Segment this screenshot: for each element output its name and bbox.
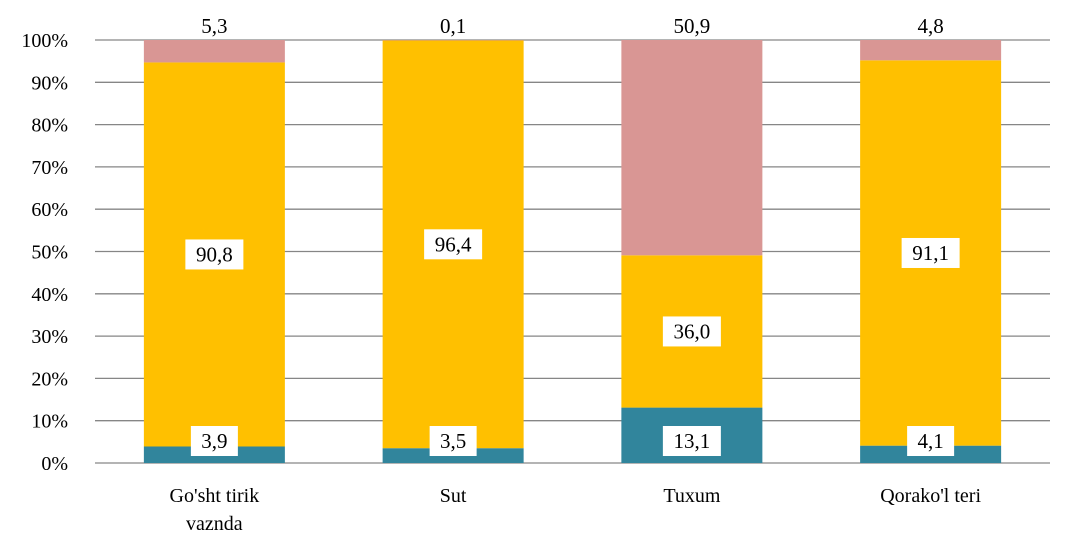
bar-segment [621,40,763,256]
data-label: 5,3 [201,14,227,38]
data-label: 50,9 [674,14,711,38]
data-label-box [190,426,238,456]
y-axis-tick-labels: 0% 10% 20% 30% 40% 50% 60% 70% 80% 90% 100% [21,30,68,475]
data-label-box [429,426,477,456]
bar-segment [143,40,285,63]
data-label-box [901,237,960,268]
data-label: 13,1 [674,429,711,453]
y-tick-label: 30% [31,326,68,348]
y-tick-label: 100% [21,30,68,52]
data-label-box [907,426,955,456]
data-label: 90,8 [196,242,233,266]
data-label-box [185,239,244,270]
y-tick-label: 0% [41,453,68,475]
category-label: Go'sht tirik [170,485,260,507]
bar-segment [860,40,1002,61]
y-tick-label: 50% [31,242,68,264]
y-tick-label: 20% [31,368,68,390]
data-label: 91,1 [912,241,949,265]
y-tick-label: 40% [31,284,68,306]
data-label: 4,1 [918,429,944,453]
category-label: Sut [440,485,467,507]
y-tick-label: 90% [31,72,68,94]
data-label: 0,1 [440,14,466,38]
category-label: Tuxum [663,485,721,507]
data-label-box [662,426,721,456]
bar-stacks [143,40,1002,463]
y-tick-label: 80% [31,115,68,137]
category-label: vaznda [186,513,243,535]
data-labels: 3,9 90,8 5,3 3,5 96,4 0,1 13,1 36,0 50,9 4,1 91,1 4… [185,14,960,456]
data-label: 4,8 [918,14,944,38]
y-tick-label: 70% [31,157,68,179]
x-axis-category-labels: Go'sht tirik vaznda Sut Tuxum Qorako'l teri [170,485,982,535]
data-label: 36,0 [674,319,711,343]
y-tick-label: 10% [31,411,68,433]
data-label: 3,9 [201,429,227,453]
data-label-box [662,316,721,347]
y-tick-label: 60% [31,199,68,221]
category-label: Qorako'l teri [880,485,981,507]
data-label: 3,5 [440,429,466,453]
data-label-box [424,229,483,260]
data-label: 96,4 [435,232,472,256]
